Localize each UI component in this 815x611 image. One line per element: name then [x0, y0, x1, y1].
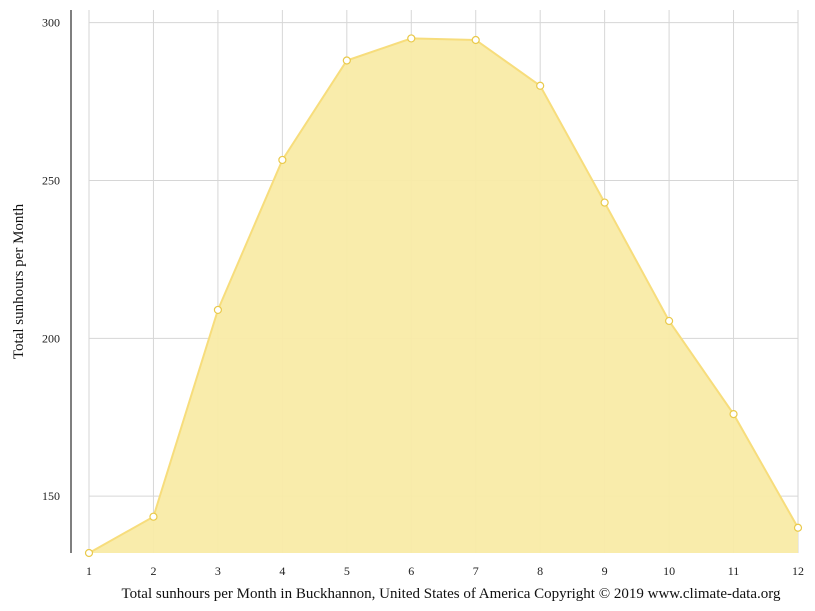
data-point-11	[729, 409, 738, 419]
data-point-5	[342, 56, 351, 65]
y-tick-label: 300	[42, 16, 60, 30]
x-axis-title: Total sunhours per Month in Buckhannon, …	[122, 586, 781, 602]
x-tick-label: 3	[215, 564, 221, 578]
x-tick-label: 2	[150, 564, 156, 578]
x-tick-label: 4	[279, 564, 285, 578]
data-point-7	[471, 35, 480, 45]
y-tick-label: 200	[42, 331, 60, 345]
x-tick-label: 7	[473, 564, 479, 578]
y-tick-label: 250	[42, 173, 60, 187]
data-point-9	[600, 198, 609, 207]
data-point-6	[407, 34, 416, 43]
x-tick-label: 9	[602, 564, 608, 578]
series-line	[88, 37, 799, 554]
data-point-1	[84, 548, 94, 558]
x-tick-label: 8	[537, 564, 543, 578]
x-tick-label: 10	[663, 564, 675, 578]
y-axis-title: Total sunhours per Month	[11, 203, 27, 359]
series-area	[88, 37, 799, 554]
data-point-2	[149, 512, 158, 521]
data-point-10	[664, 316, 674, 326]
x-tick-label: 5	[344, 564, 350, 578]
data-point-3	[213, 305, 223, 315]
data-point-4	[278, 155, 287, 165]
data-point-8	[536, 81, 545, 90]
x-tick-label: 1	[86, 564, 92, 578]
data-point-12	[793, 523, 803, 532]
x-tick-label: 6	[408, 564, 414, 578]
y-tick-label: 150	[42, 489, 60, 503]
series-markers	[84, 34, 803, 558]
x-tick-label: 12	[792, 564, 804, 578]
x-tick-label: 11	[728, 564, 740, 578]
series-fill	[89, 38, 798, 554]
